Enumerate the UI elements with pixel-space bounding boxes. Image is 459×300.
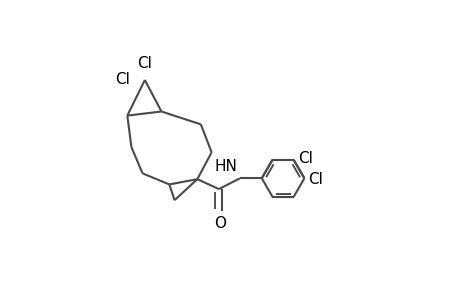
Text: O: O: [213, 217, 225, 232]
Text: Cl: Cl: [115, 72, 129, 87]
Text: Cl: Cl: [297, 151, 312, 166]
Text: HN: HN: [214, 159, 237, 174]
Text: Cl: Cl: [308, 172, 323, 187]
Text: Cl: Cl: [137, 56, 152, 71]
